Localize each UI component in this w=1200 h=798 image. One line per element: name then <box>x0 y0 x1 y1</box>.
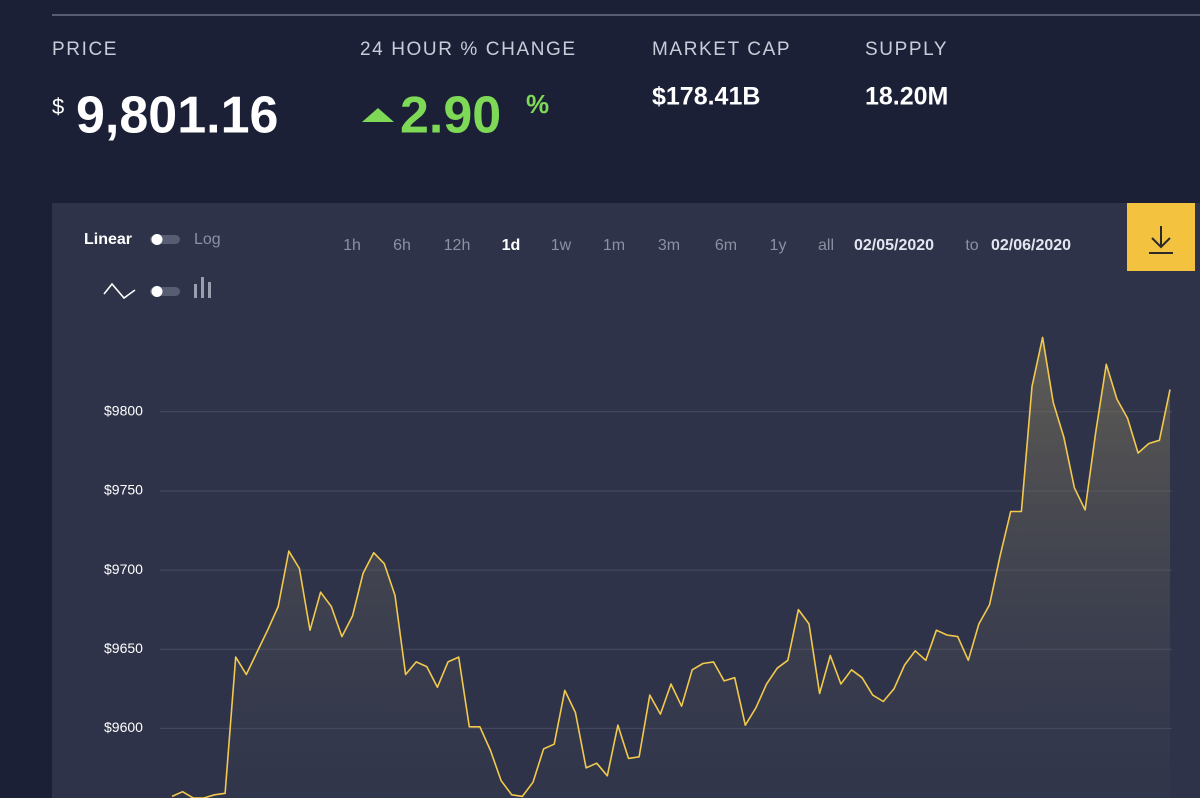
download-icon[interactable] <box>1149 226 1173 254</box>
up-arrow <box>362 108 394 122</box>
time-range[interactable]: 1h <box>343 237 361 254</box>
toggle-knob[interactable] <box>151 286 163 297</box>
date-to[interactable]: 02/06/2020 <box>991 237 1071 254</box>
y-tick-label: $9700 <box>104 561 143 577</box>
change-value: 2.90 <box>400 87 501 145</box>
time-range[interactable]: 6h <box>393 237 411 254</box>
scale-option[interactable]: Linear <box>84 231 132 248</box>
stat-value: 18.20M <box>865 83 948 111</box>
candle-icon[interactable] <box>194 277 211 298</box>
time-range[interactable]: 1y <box>770 237 787 254</box>
currency-symbol: $ <box>52 94 64 119</box>
stat-label: SUPPLY <box>865 39 948 60</box>
download-button[interactable] <box>1127 203 1195 271</box>
time-range[interactable]: 1m <box>603 237 625 254</box>
time-range[interactable]: all <box>818 237 834 254</box>
time-range[interactable]: 1d <box>502 237 521 254</box>
y-tick-label: $9800 <box>104 403 143 419</box>
time-range[interactable]: 6m <box>715 237 737 254</box>
y-tick-label: $9650 <box>104 640 143 656</box>
stat-label: PRICE <box>52 39 118 60</box>
price-line <box>171 336 1171 798</box>
stat-label: 24 HOUR % CHANGE <box>360 39 577 60</box>
y-tick-label: $9600 <box>104 719 143 735</box>
price-value: 9,801.16 <box>76 87 278 145</box>
time-range[interactable]: 12h <box>444 237 471 254</box>
line-icon[interactable] <box>103 282 136 300</box>
time-range[interactable]: 3m <box>658 237 680 254</box>
date-from[interactable]: 02/05/2020 <box>854 237 934 254</box>
y-tick-label: $9750 <box>104 482 143 498</box>
stat-value: $178.41B <box>652 83 760 111</box>
scale-option[interactable]: Log <box>194 231 221 248</box>
time-range[interactable]: 1w <box>551 237 572 254</box>
area-fill <box>172 337 1170 798</box>
toggle-knob[interactable] <box>151 234 163 245</box>
stat-label: MARKET CAP <box>652 39 791 60</box>
change-unit: % <box>526 89 549 119</box>
date-separator: to <box>965 237 978 254</box>
